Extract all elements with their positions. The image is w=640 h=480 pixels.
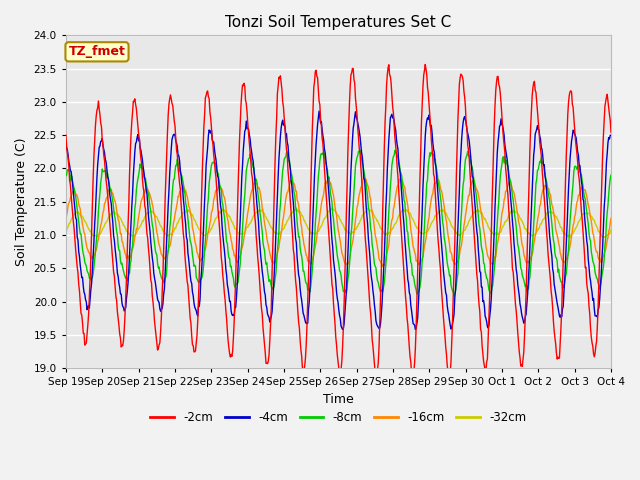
Y-axis label: Soil Temperature (C): Soil Temperature (C) bbox=[15, 137, 28, 266]
Legend: -2cm, -4cm, -8cm, -16cm, -32cm: -2cm, -4cm, -8cm, -16cm, -32cm bbox=[146, 407, 531, 429]
Text: TZ_fmet: TZ_fmet bbox=[68, 45, 125, 58]
Title: Tonzi Soil Temperatures Set C: Tonzi Soil Temperatures Set C bbox=[225, 15, 452, 30]
X-axis label: Time: Time bbox=[323, 393, 354, 406]
